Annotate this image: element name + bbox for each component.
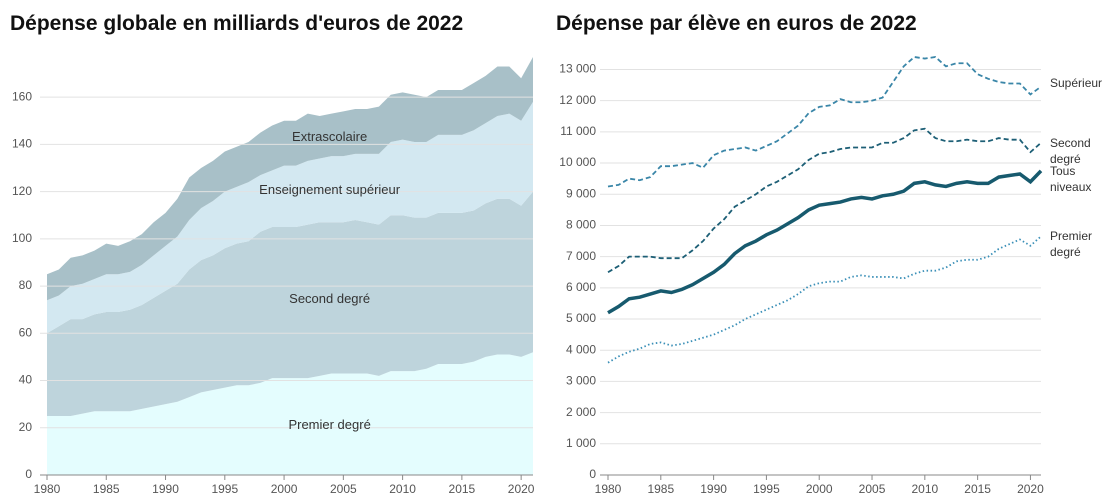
y-tick-label: 4 000 (566, 342, 596, 356)
area (47, 191, 533, 416)
y-tick-label: 140 (12, 137, 32, 151)
x-tick-label: 1985 (647, 482, 674, 496)
line-label: Supérieur (1050, 75, 1102, 90)
y-tick-label: 1 000 (566, 436, 596, 450)
x-tick-label: 2020 (508, 482, 535, 496)
area (47, 352, 533, 475)
x-tick-label: 2010 (911, 482, 938, 496)
area-label: Extrascolaire (292, 129, 368, 145)
x-tick-label: 1995 (211, 482, 238, 496)
y-tick-label: 10 000 (559, 155, 596, 169)
y-tick-label: 11 000 (560, 124, 596, 138)
x-tick-label: 2005 (859, 482, 886, 496)
y-tick-label: 12 000 (559, 93, 596, 107)
line-label: Second degré (1050, 135, 1091, 166)
y-tick-label: 13 000 (559, 62, 596, 76)
area-label: Second degré (289, 291, 371, 307)
y-tick-label: 0 (25, 467, 32, 481)
line-label: Premier degré (1050, 229, 1093, 260)
y-tick-label: 2 000 (566, 405, 596, 419)
x-tick-label: 2000 (271, 482, 298, 496)
x-tick-label: 1990 (152, 482, 179, 496)
y-tick-label: 0 (589, 467, 596, 481)
y-tick-label: 6 000 (566, 280, 596, 294)
y-tick-label: 40 (19, 373, 33, 387)
x-tick-label: 1990 (700, 482, 727, 496)
y-tick-label: 9 000 (566, 186, 596, 200)
x-tick-label: 2015 (449, 482, 476, 496)
y-tick-label: 100 (12, 231, 32, 245)
y-tick-label: 160 (12, 89, 32, 103)
line-label: Tous niveaux (1050, 163, 1092, 194)
chart-title: Dépense par élève en euros de 2022 (556, 12, 917, 35)
x-tick-label: 1985 (93, 482, 120, 496)
line (607, 169, 1043, 315)
y-tick-label: 3 000 (566, 374, 596, 388)
y-tick-label: 120 (12, 184, 32, 198)
line (607, 235, 1042, 364)
area-label: Enseignement supérieur (259, 182, 401, 198)
x-tick-label: 2000 (806, 482, 833, 496)
y-tick-label: 80 (19, 278, 33, 292)
y-tick-label: 5 000 (566, 311, 596, 325)
y-tick-label: 60 (19, 325, 33, 339)
y-tick-label: 7 000 (566, 249, 596, 263)
line (607, 56, 1042, 188)
line (607, 127, 1042, 274)
area (47, 101, 533, 334)
x-tick-label: 1980 (34, 482, 61, 496)
y-tick-label: 8 000 (566, 218, 596, 232)
x-tick-label: 2020 (1017, 482, 1044, 496)
area-label: Premier degré (288, 417, 371, 433)
x-tick-label: 2005 (330, 482, 357, 496)
y-tick-label: 20 (19, 420, 33, 434)
x-tick-label: 2015 (964, 482, 991, 496)
x-tick-label: 2010 (389, 482, 416, 496)
chart-title: Dépense globale en milliards d'euros de … (10, 12, 464, 35)
x-tick-label: 1995 (753, 482, 780, 496)
x-tick-label: 1980 (595, 482, 622, 496)
area (47, 57, 533, 301)
